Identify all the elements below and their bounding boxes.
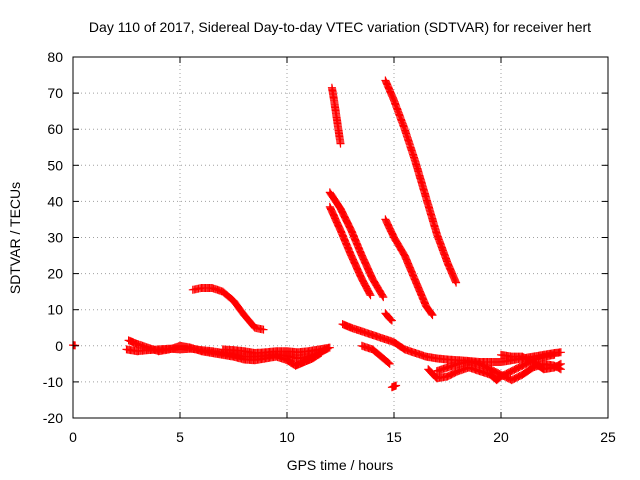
series-markers-small-cluster	[381, 309, 396, 325]
series-dip-midday	[357, 341, 394, 368]
y-tick-label: 20	[47, 266, 63, 282]
x-axis-label: GPS time / hours	[287, 457, 394, 473]
chart-title: Day 110 of 2017, Sidereal Day-to-day VTE…	[89, 19, 591, 35]
y-tick-label: -10	[43, 374, 63, 390]
series-markers-low-pair	[387, 381, 401, 392]
data-layer	[69, 76, 565, 392]
series-markers-baseline-evening-b	[432, 358, 565, 385]
series-descent-right-b	[381, 215, 437, 320]
series-markers-descent-right-b	[381, 215, 437, 320]
y-tick-label: 30	[47, 230, 63, 246]
series-markers-dip-midday	[357, 341, 394, 368]
series-markers-descent-left-a	[325, 188, 388, 302]
series-baseline-early-b	[124, 336, 326, 370]
series-baseline-evening-a	[424, 350, 559, 385]
x-tick-label: 10	[279, 429, 295, 445]
series-markers-baseline-evening-c	[497, 350, 565, 374]
series-markers-arc-morning	[188, 284, 268, 334]
y-tick-label: 0	[55, 338, 63, 354]
series-small-cluster	[381, 309, 396, 325]
series-baseline-early-c	[218, 343, 334, 357]
series-descent-left-a	[325, 188, 388, 302]
series-markers-descent-left-b	[325, 202, 375, 300]
x-tick-label: 0	[69, 429, 77, 445]
series-markers-descent-right-a	[381, 76, 461, 287]
series-descent-left-b	[325, 202, 375, 300]
series-markers-steep-short	[327, 83, 345, 148]
series-markers-baseline-early-b	[124, 336, 326, 370]
y-axis-label: SDTVAR / TECUs	[7, 182, 23, 294]
y-tick-label: 50	[47, 157, 63, 173]
x-tick-label: 15	[386, 429, 402, 445]
series-low-pair	[387, 381, 401, 392]
tick-layer: 0 5 10 15 20 25 -20 -10 0 10 20 30 40 50 60 70 80	[43, 49, 616, 445]
series-baseline-evening-b	[432, 358, 565, 385]
series-descent-right-a	[381, 76, 461, 287]
y-tick-label: 40	[47, 193, 63, 209]
y-tick-label: 60	[47, 121, 63, 137]
y-tick-label: 70	[47, 85, 63, 101]
x-tick-label: 20	[493, 429, 509, 445]
series-arc-morning	[188, 284, 268, 334]
y-tick-label: 10	[47, 302, 63, 318]
series-markers-baseline-evening-a	[424, 350, 559, 385]
y-tick-label: 80	[47, 49, 63, 65]
series-baseline-evening-c	[497, 350, 565, 374]
y-tick-label: -20	[43, 410, 63, 426]
x-tick-label: 5	[176, 429, 184, 445]
series-markers-baseline-early-c	[218, 343, 334, 357]
x-tick-label: 25	[600, 429, 616, 445]
series-steep-short	[327, 83, 345, 148]
